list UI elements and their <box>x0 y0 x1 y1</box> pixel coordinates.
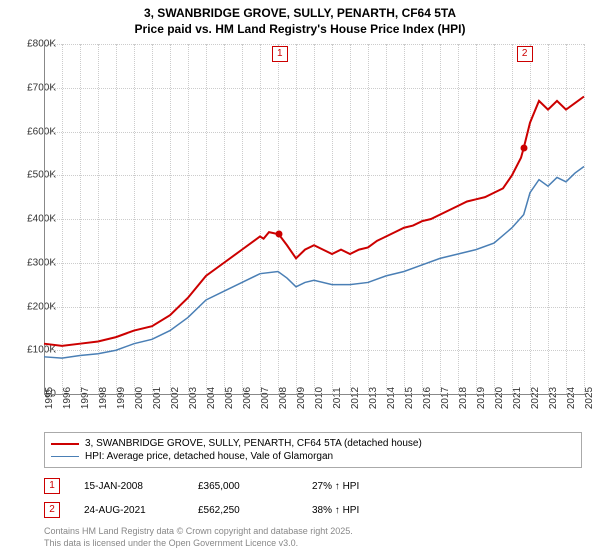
title-line2: Price paid vs. HM Land Registry's House … <box>0 22 600 36</box>
title-line1: 3, SWANBRIDGE GROVE, SULLY, PENARTH, CF6… <box>0 0 600 22</box>
line-svg <box>44 44 584 394</box>
sale-hpi-2: 38% ↑ HPI <box>312 505 402 516</box>
legend-label-price: 3, SWANBRIDGE GROVE, SULLY, PENARTH, CF6… <box>85 438 422 449</box>
sale-marker-dot <box>520 145 527 152</box>
legend-label-hpi: HPI: Average price, detached house, Vale… <box>85 451 333 462</box>
sale-row-1: 1 15-JAN-2008 £365,000 27% ↑ HPI <box>44 474 402 498</box>
sale-marker-1: 1 <box>44 478 60 494</box>
sale-price-2: £562,250 <box>198 505 288 516</box>
sale-date-2: 24-AUG-2021 <box>84 505 174 516</box>
sale-marker-box: 1 <box>272 46 288 62</box>
footnote-line1: Contains HM Land Registry data © Crown c… <box>44 526 353 538</box>
sale-table: 1 15-JAN-2008 £365,000 27% ↑ HPI 2 24-AU… <box>44 474 402 522</box>
chart-container: 3, SWANBRIDGE GROVE, SULLY, PENARTH, CF6… <box>0 0 600 560</box>
sale-marker-dot <box>275 231 282 238</box>
legend-swatch-price <box>51 443 79 445</box>
footnote-line2: This data is licensed under the Open Gov… <box>44 538 353 550</box>
sale-date-1: 15-JAN-2008 <box>84 481 174 492</box>
sale-marker-box: 2 <box>517 46 533 62</box>
legend-swatch-hpi <box>51 456 79 458</box>
sale-row-2: 2 24-AUG-2021 £562,250 38% ↑ HPI <box>44 498 402 522</box>
sale-price-1: £365,000 <box>198 481 288 492</box>
sale-marker-2: 2 <box>44 502 60 518</box>
price-line <box>44 97 584 346</box>
legend-row-hpi: HPI: Average price, detached house, Vale… <box>51 450 575 463</box>
legend-row-price: 3, SWANBRIDGE GROVE, SULLY, PENARTH, CF6… <box>51 437 575 450</box>
footnote: Contains HM Land Registry data © Crown c… <box>44 526 353 549</box>
legend: 3, SWANBRIDGE GROVE, SULLY, PENARTH, CF6… <box>44 432 582 468</box>
hpi-line <box>44 167 584 359</box>
sale-hpi-1: 27% ↑ HPI <box>312 481 402 492</box>
